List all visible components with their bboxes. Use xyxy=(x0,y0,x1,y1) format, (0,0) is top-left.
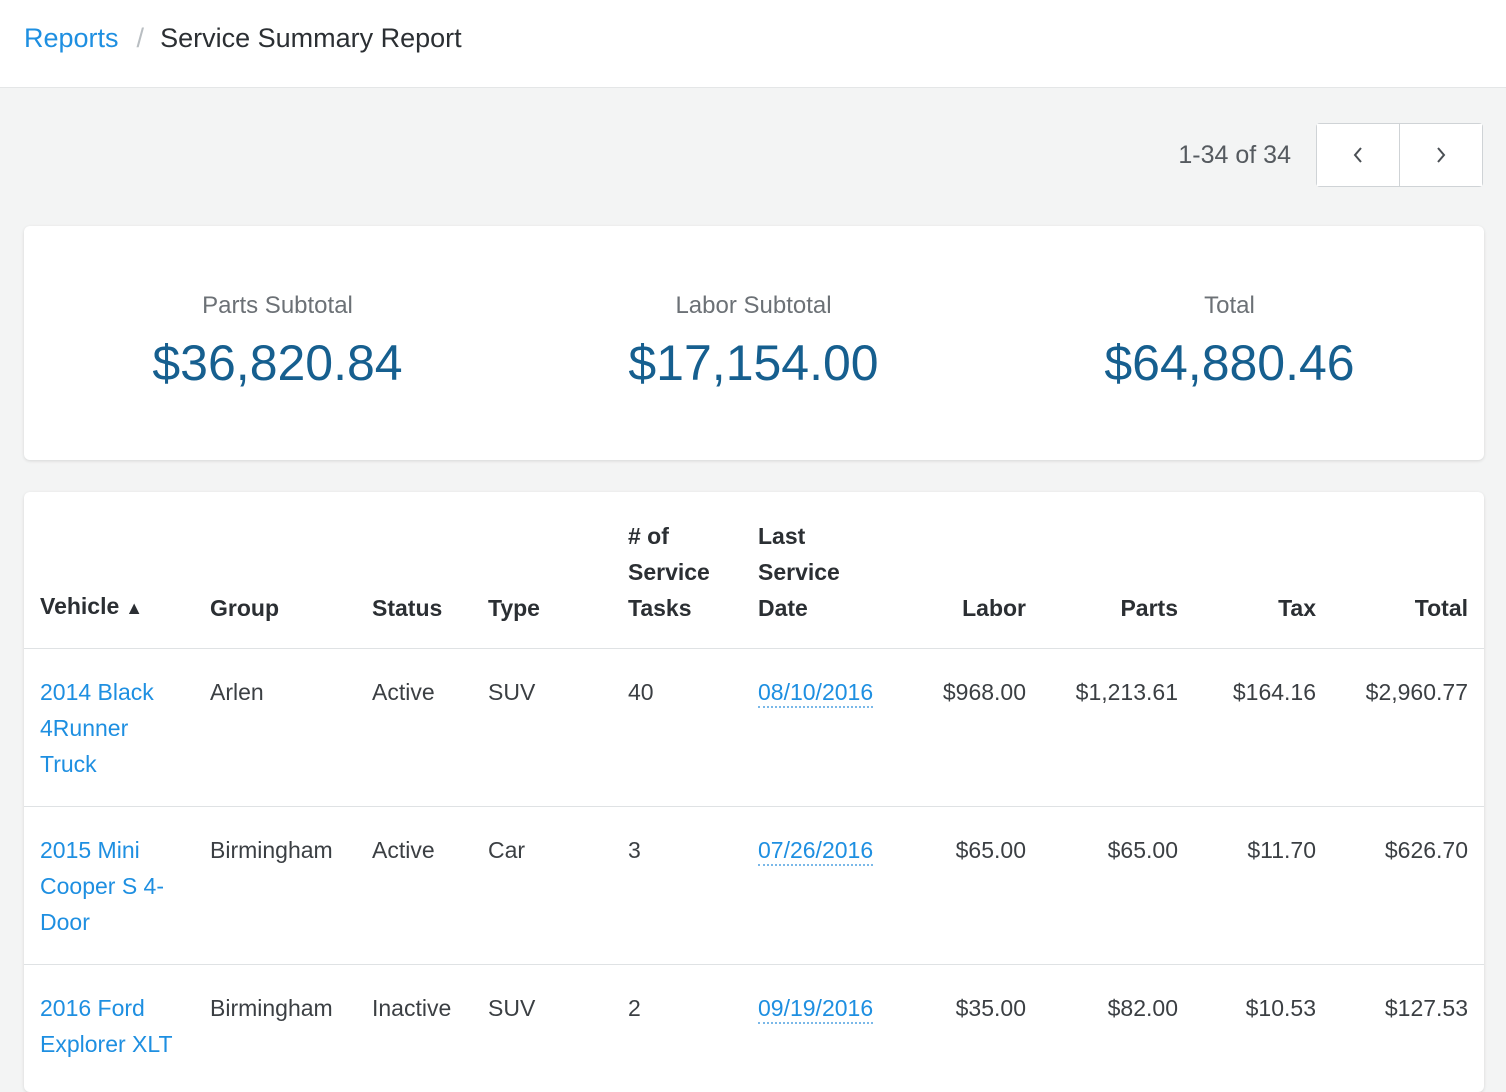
pagination: 1-34 of 34 xyxy=(1178,122,1483,188)
labor-subtotal-label: Labor Subtotal xyxy=(675,292,832,319)
type-cell: SUV xyxy=(488,648,628,807)
group-cell: Arlen xyxy=(210,648,372,807)
labor-subtotal-value: $17,154.00 xyxy=(628,335,879,391)
service-tasks-cell: 2 xyxy=(628,964,758,1092)
vehicle-link[interactable]: 2014 Black 4Runner Truck xyxy=(40,678,154,777)
column-header-group[interactable]: Group xyxy=(210,492,372,649)
service-tasks-cell: 3 xyxy=(628,806,758,965)
column-header-status[interactable]: Status xyxy=(372,492,488,649)
vehicle-link[interactable]: 2016 Ford Explorer XLT xyxy=(40,994,173,1057)
tax-cell: $164.16 xyxy=(1178,648,1316,807)
previous-page-button[interactable] xyxy=(1317,124,1399,186)
last-service-date-cell: 07/26/2016 xyxy=(758,806,908,965)
column-header-total[interactable]: Total xyxy=(1316,492,1484,649)
column-header-parts[interactable]: Parts xyxy=(1026,492,1178,649)
labor-cell: $35.00 xyxy=(908,964,1026,1092)
service-tasks-cell: 40 xyxy=(628,648,758,807)
breadcrumb: Reports / Service Summary Report xyxy=(24,20,462,56)
breadcrumb-separator: / xyxy=(136,23,145,53)
total-cell: $2,960.77 xyxy=(1316,648,1484,807)
last-service-date-cell: 09/19/2016 xyxy=(758,964,908,1092)
top-bar: Reports / Service Summary Report xyxy=(0,0,1506,88)
status-cell: Inactive xyxy=(372,964,488,1092)
vehicle-cell: 2014 Black 4Runner Truck xyxy=(24,648,210,807)
table-row: 2015 Mini Cooper S 4-Door Birmingham Act… xyxy=(24,806,1484,965)
column-header-tax[interactable]: Tax xyxy=(1178,492,1316,649)
vehicle-cell: 2016 Ford Explorer XLT xyxy=(24,964,210,1092)
sort-ascending-icon: ▲ xyxy=(125,597,144,618)
vehicle-header-label: Vehicle xyxy=(40,592,120,619)
next-page-button[interactable] xyxy=(1399,124,1482,186)
pagination-range: 1-34 of 34 xyxy=(1178,140,1291,169)
column-header-last-service-date[interactable]: Last Service Date xyxy=(758,492,908,649)
last-service-date-link[interactable]: 09/19/2016 xyxy=(758,994,874,1024)
grand-total-label: Total xyxy=(1204,292,1255,319)
total-cell: $127.53 xyxy=(1316,964,1484,1092)
tax-cell: $11.70 xyxy=(1178,806,1316,965)
labor-cell: $65.00 xyxy=(908,806,1026,965)
chevron-right-icon xyxy=(1437,147,1446,163)
column-header-service-tasks[interactable]: # of Service Tasks xyxy=(628,492,758,649)
table-header-row: Vehicle ▲ Group Status Type # of Service … xyxy=(24,492,1484,649)
vehicle-cell: 2015 Mini Cooper S 4-Door xyxy=(24,806,210,965)
last-service-date-link[interactable]: 07/26/2016 xyxy=(758,836,874,866)
column-header-type[interactable]: Type xyxy=(488,492,628,649)
report-table-card: Vehicle ▲ Group Status Type # of Service … xyxy=(24,492,1484,1092)
parts-subtotal-value: $36,820.84 xyxy=(152,335,403,391)
parts-cell: $1,213.61 xyxy=(1026,648,1178,807)
parts-subtotal-label: Parts Subtotal xyxy=(202,292,353,319)
status-cell: Active xyxy=(372,806,488,965)
last-service-date-cell: 08/10/2016 xyxy=(758,648,908,807)
tax-cell: $10.53 xyxy=(1178,964,1316,1092)
page-title: Service Summary Report xyxy=(160,23,462,53)
total-cell: $626.70 xyxy=(1316,806,1484,965)
status-cell: Active xyxy=(372,648,488,807)
parts-cell: $82.00 xyxy=(1026,964,1178,1092)
pagination-buttons xyxy=(1316,123,1483,187)
type-cell: SUV xyxy=(488,964,628,1092)
table-row: 2016 Ford Explorer XLT Birmingham Inacti… xyxy=(24,964,1484,1092)
summary-card: Parts Subtotal $36,820.84 Labor Subtotal… xyxy=(24,226,1484,460)
breadcrumb-reports-link[interactable]: Reports xyxy=(24,23,119,53)
table-row: 2014 Black 4Runner Truck Arlen Active SU… xyxy=(24,648,1484,807)
grand-total-value: $64,880.46 xyxy=(1104,335,1355,391)
column-header-vehicle[interactable]: Vehicle ▲ xyxy=(24,492,210,649)
group-cell: Birmingham xyxy=(210,964,372,1092)
column-header-labor[interactable]: Labor xyxy=(908,492,1026,649)
chevron-left-icon xyxy=(1353,147,1362,163)
vehicle-link[interactable]: 2015 Mini Cooper S 4-Door xyxy=(40,836,165,935)
last-service-date-link[interactable]: 08/10/2016 xyxy=(758,678,874,708)
report-table: Vehicle ▲ Group Status Type # of Service … xyxy=(24,492,1484,1092)
parts-cell: $65.00 xyxy=(1026,806,1178,965)
type-cell: Car xyxy=(488,806,628,965)
group-cell: Birmingham xyxy=(210,806,372,965)
labor-cell: $968.00 xyxy=(908,648,1026,807)
